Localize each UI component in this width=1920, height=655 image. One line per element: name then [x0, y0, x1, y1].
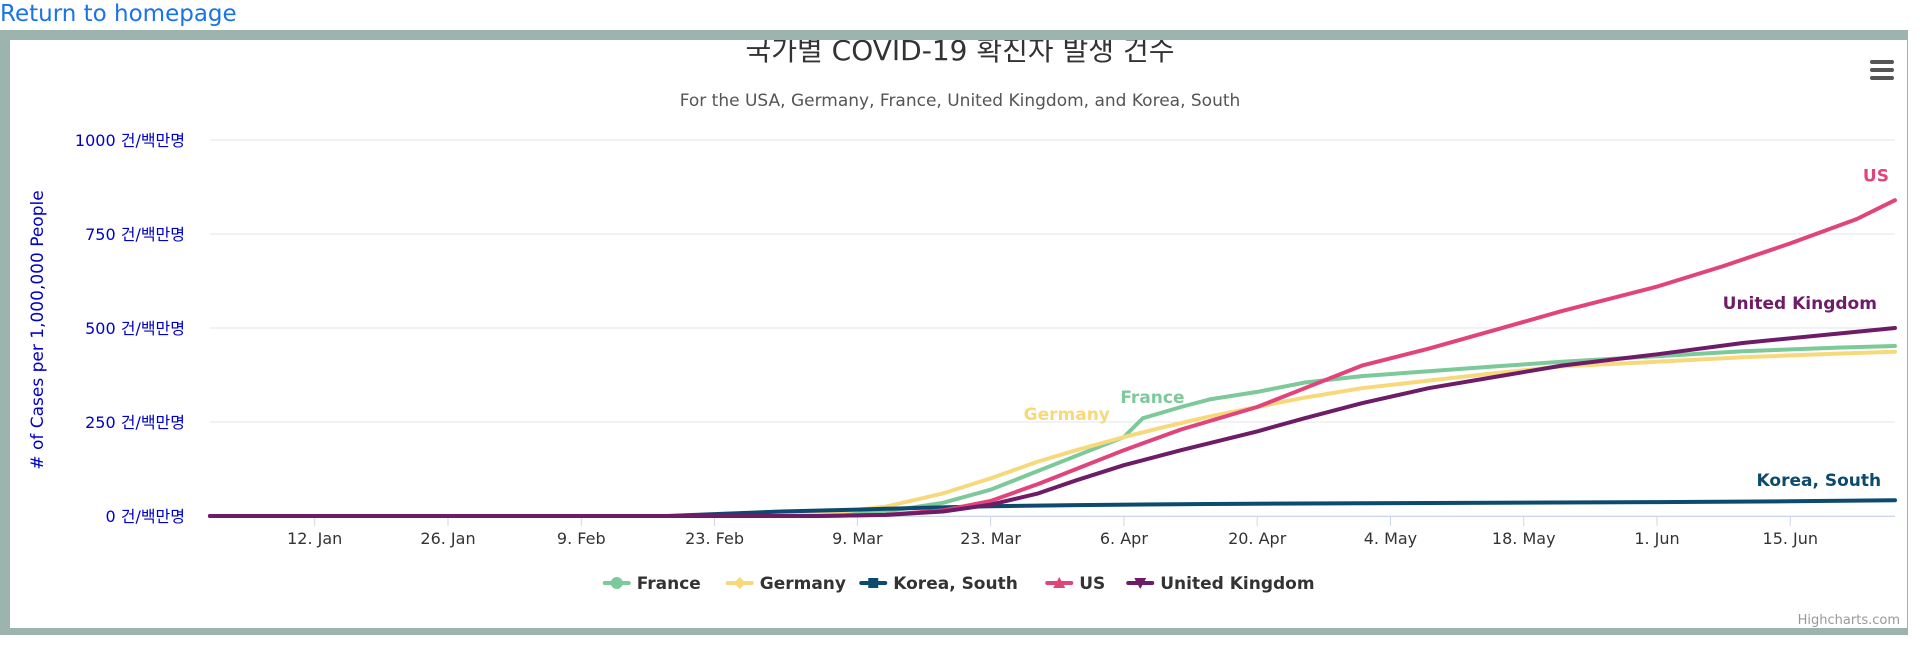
series-label: France: [1120, 388, 1184, 408]
legend-label: US: [1079, 574, 1105, 594]
x-tick-label: 4. May: [1364, 529, 1417, 548]
y-tick-label: 1000 건/백만명: [75, 131, 185, 150]
legend-marker: [610, 577, 623, 589]
series-lines: [208, 198, 1897, 518]
legend-item-korea-south[interactable]: Korea, South: [859, 574, 1018, 594]
return-to-homepage-link[interactable]: Return to homepage: [0, 1, 237, 27]
y-tick-label: 500 건/백만명: [85, 319, 185, 338]
x-tick-label: 12. Jan: [287, 529, 342, 548]
chart-container: 국가별 COVID-19 확진자 발생 건수 For the USA, Germ…: [10, 40, 1907, 628]
legend-label: France: [637, 574, 701, 594]
x-tick-label: 15. Jun: [1763, 529, 1819, 548]
series-line-korea-south: [208, 498, 1897, 518]
legend-marker: [1134, 578, 1147, 589]
x-tick-label: 20. Apr: [1228, 529, 1287, 548]
legend-item-us[interactable]: US: [1045, 574, 1105, 594]
series-line-germany: [208, 349, 1897, 518]
y-tick-label: 0 건/백만명: [105, 507, 185, 526]
x-tick-label: 23. Feb: [685, 529, 744, 548]
series-label: United Kingdom: [1723, 294, 1877, 314]
y-tick-label: 250 건/백만명: [85, 413, 185, 432]
legend-item-germany[interactable]: Germany: [725, 574, 846, 594]
x-tick-label: 9. Mar: [832, 529, 883, 548]
series-line-united-kingdom: [208, 326, 1897, 518]
x-tick-label: 9. Feb: [557, 529, 606, 548]
legend-label: United Kingdom: [1160, 574, 1314, 594]
x-tick-label: 6. Apr: [1100, 529, 1148, 548]
series-label: US: [1863, 166, 1889, 186]
y-axis-ticks: 0 건/백만명 250 건/백만명 500 건/백만명 750 건/백만명 1000 건…: [75, 131, 185, 526]
series-label: Korea, South: [1757, 471, 1882, 491]
chart-subtitle: For the USA, Germany, France, United Kin…: [680, 91, 1241, 111]
x-axis-ticks: 12. Jan 26. Jan 9. Feb 23. Feb 9. Mar 23. Mar…: [287, 516, 1818, 548]
grid-lines: [210, 139, 1895, 517]
chart-title: 국가별 COVID-19 확진자 발생 건수: [745, 40, 1174, 67]
series-annotations: France Germany Korea, South US United Kingdo…: [1024, 166, 1889, 491]
legend-label: Korea, South: [893, 574, 1018, 594]
credits-link[interactable]: Highcharts.com: [1798, 613, 1900, 628]
x-tick-label: 1. Jun: [1634, 529, 1679, 548]
menu-icon[interactable]: [1864, 54, 1900, 86]
x-tick-label: 23. Mar: [960, 529, 1021, 548]
legend-marker: [1053, 577, 1066, 588]
legend-marker: [868, 578, 879, 588]
x-tick-label: 18. May: [1492, 529, 1556, 548]
line-chart: 국가별 COVID-19 확진자 발생 건수 For the USA, Germ…: [28, 40, 1900, 628]
legend-item-france[interactable]: France: [602, 574, 701, 594]
x-tick-label: 26. Jan: [420, 529, 475, 548]
legend-item-united-kingdom[interactable]: United Kingdom: [1126, 574, 1315, 594]
series-label: Germany: [1024, 405, 1110, 425]
y-axis-title: # of Cases per 1,000,000 People: [28, 190, 48, 469]
y-tick-label: 750 건/백만명: [85, 225, 185, 244]
legend-label: Germany: [760, 574, 846, 594]
legend-marker: [733, 577, 746, 589]
legend: France Germany Korea, South US United Kingdo…: [602, 574, 1315, 594]
